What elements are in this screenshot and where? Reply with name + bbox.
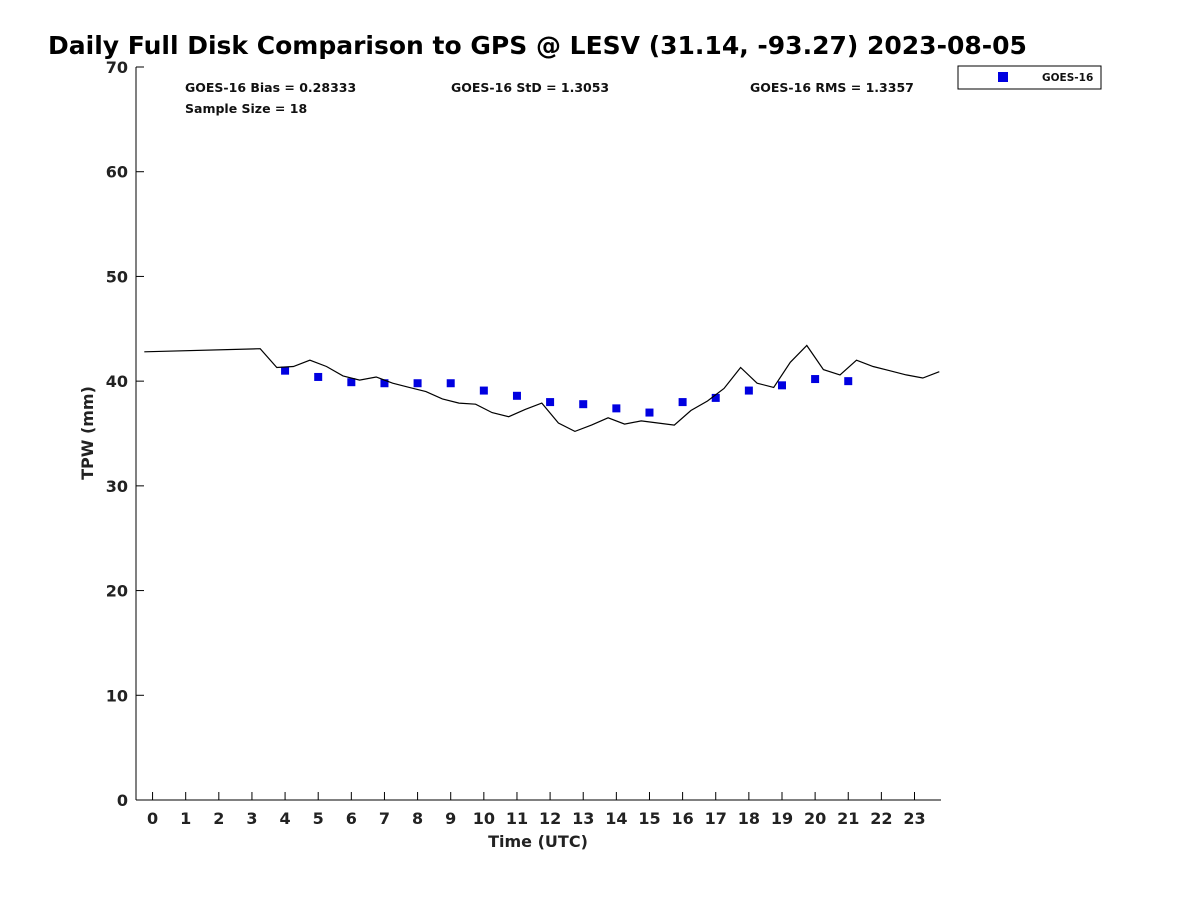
x-tick-label: 13 — [572, 809, 594, 828]
stat-sample-size: Sample Size = 18 — [185, 101, 307, 116]
goes16-point — [579, 400, 588, 409]
y-tick-label: 50 — [106, 267, 128, 286]
goes16-point — [347, 378, 356, 387]
x-tick-label: 22 — [870, 809, 892, 828]
series-layer — [144, 344, 940, 433]
y-tick-label: 20 — [106, 582, 128, 601]
goes16-point — [512, 391, 521, 400]
goes16-point — [479, 386, 488, 395]
goes16-point — [612, 404, 621, 413]
goes16-point — [777, 381, 786, 390]
stat-rms: GOES-16 RMS = 1.3357 — [750, 80, 914, 95]
goes16-point — [844, 377, 853, 386]
goes16-point — [413, 379, 422, 388]
stat-bias: GOES-16 Bias = 0.28333 — [185, 80, 356, 95]
y-tick-label: 70 — [106, 58, 128, 77]
chart-title: Daily Full Disk Comparison to GPS @ LESV… — [48, 31, 1027, 60]
x-tick-label: 5 — [313, 809, 324, 828]
legend-box — [957, 65, 1102, 90]
x-axis-label: Time (UTC) — [488, 832, 588, 851]
goes16-point — [446, 379, 455, 388]
x-tick-label: 2 — [213, 809, 224, 828]
legend-label: GOES-16 — [1042, 72, 1093, 84]
goes16-point — [314, 372, 323, 381]
x-tick-label: 18 — [738, 809, 760, 828]
y-tick-label: 10 — [106, 686, 128, 705]
goes16-point — [711, 393, 720, 402]
x-tick-label: 17 — [705, 809, 727, 828]
x-tick-label: 11 — [506, 809, 528, 828]
y-tick-label: 60 — [106, 163, 128, 182]
goes16-point — [380, 379, 389, 388]
gps-tpw-line — [144, 344, 940, 433]
x-tick-label: 15 — [638, 809, 660, 828]
x-tick-label: 14 — [605, 809, 627, 828]
x-tick-label: 21 — [837, 809, 859, 828]
goes16-point — [744, 386, 753, 395]
goes16-point — [678, 398, 687, 407]
goes16-point — [281, 366, 290, 375]
stat-std: GOES-16 StD = 1.3053 — [451, 80, 609, 95]
x-tick-label: 9 — [445, 809, 456, 828]
x-tick-label: 3 — [246, 809, 257, 828]
goes16-point — [546, 398, 555, 407]
x-tick-label: 19 — [771, 809, 793, 828]
x-tick-label: 12 — [539, 809, 561, 828]
legend: GOES-16 — [957, 65, 1102, 90]
y-tick-label: 30 — [106, 477, 128, 496]
x-tick-label: 8 — [412, 809, 423, 828]
x-tick-label: 7 — [379, 809, 390, 828]
legend-marker — [998, 72, 1008, 82]
x-tick-label: 4 — [280, 809, 291, 828]
x-tick-label: 6 — [346, 809, 357, 828]
y-axis-label: TPW (mm) — [78, 386, 97, 480]
x-tick-label: 1 — [180, 809, 191, 828]
x-tick-label: 23 — [903, 809, 925, 828]
stats-box: GOES-16 Bias = 0.28333 GOES-16 StD = 1.3… — [185, 80, 914, 116]
x-tick-label: 16 — [671, 809, 693, 828]
goes16-point — [645, 408, 654, 417]
y-tick-label: 0 — [117, 791, 128, 810]
x-tick-label: 0 — [147, 809, 158, 828]
y-tick-label: 40 — [106, 372, 128, 391]
goes16-point — [811, 375, 820, 384]
x-tick-label: 10 — [473, 809, 495, 828]
x-tick-label: 20 — [804, 809, 826, 828]
